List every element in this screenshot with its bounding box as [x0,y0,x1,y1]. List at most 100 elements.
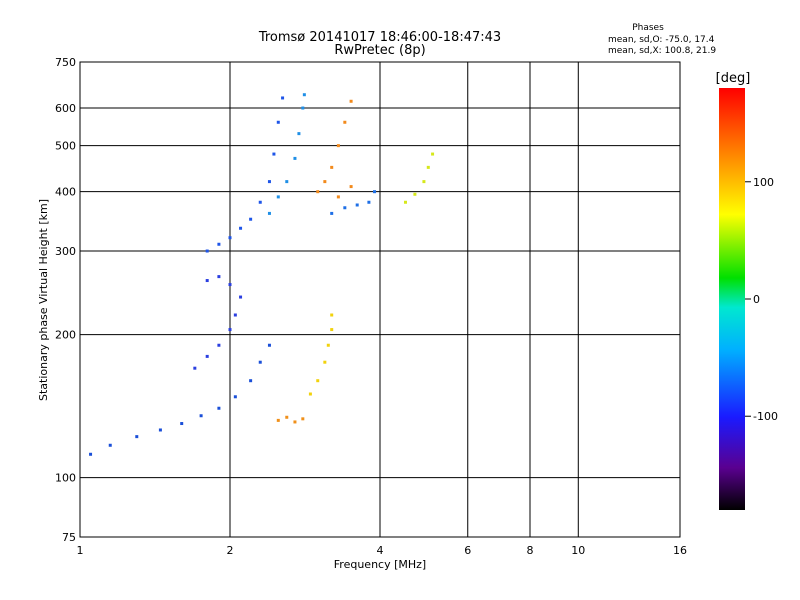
data-point [336,195,340,199]
data-point [205,249,209,253]
x-tick-label: 2 [227,544,234,557]
data-point [158,428,162,432]
chart-title: Tromsø 20141017 18:46:00-18:47:43 [258,30,501,45]
data-point [228,236,232,240]
data-points [89,93,435,456]
data-point [301,417,305,421]
data-point [228,283,232,287]
data-point [217,242,221,246]
colorbar: [deg] 100 0 -100 [716,71,778,510]
y-tick-label: 300 [55,245,76,258]
data-point [413,192,417,196]
y-tick-label: 75 [62,531,76,544]
data-point [267,343,271,347]
data-point [336,144,340,148]
colorbar-unit: [deg] [716,71,751,86]
legend-title: Phases [632,23,664,33]
data-point [267,180,271,184]
data-point [193,366,197,370]
data-point [349,185,353,189]
data-point [217,343,221,347]
data-point [285,180,289,184]
data-point [249,379,253,383]
data-point [205,279,209,283]
data-point [326,343,330,347]
data-point [281,96,285,100]
data-point [239,295,243,299]
colorbar-ticks: 100 0 -100 [745,176,778,423]
data-point [293,156,297,160]
y-tick-label: 100 [55,472,76,485]
chart-subtitle: RwPretec (8p) [334,43,425,58]
data-point [276,418,280,422]
data-point [249,217,253,221]
data-point [367,200,371,204]
data-point [323,180,327,184]
data-point [330,313,334,317]
data-point [323,360,327,364]
data-point [217,406,221,410]
data-point [267,211,271,215]
data-point [293,420,297,424]
data-point [302,93,306,97]
data-point [217,275,221,279]
legend-line-o: mean, sd,O: -75.0, 17.4 [608,35,715,45]
data-point [426,165,430,169]
data-point [301,106,305,110]
data-point [258,360,262,364]
data-point [258,200,262,204]
data-point [431,152,435,156]
data-point [316,190,320,194]
data-point [285,415,289,419]
colorbar-tick-label: 100 [753,176,774,189]
x-tick-label: 4 [377,544,384,557]
y-axis-label: Stationary phase Virtual Height [km] [37,199,50,401]
data-point [272,152,276,156]
data-point [343,120,347,124]
data-point [205,354,209,358]
data-point [228,328,232,332]
x-tick-label: 16 [673,544,687,557]
y-tick-label: 600 [55,102,76,115]
data-point [297,132,301,136]
data-point [403,200,407,204]
x-tick-label: 6 [464,544,471,557]
y-axis-ticks: 75 100 200 300 400 500 600 750 [55,56,76,544]
data-point [316,379,320,383]
data-point [276,195,280,199]
data-point [330,328,334,332]
data-point [355,203,359,207]
data-point [343,206,347,210]
y-tick-label: 400 [55,186,76,199]
colorbar-tick-label: -100 [753,410,778,423]
data-point [199,414,203,418]
data-point [330,165,334,169]
data-point [373,190,377,194]
data-point [349,99,353,103]
legend: Phases mean, sd,O: -75.0, 17.4 mean, sd,… [608,23,716,56]
grid-lines [80,62,680,537]
x-axis-label: Frequency [MHz] [334,558,426,571]
y-tick-label: 750 [55,56,76,69]
data-point [180,422,184,426]
y-tick-label: 200 [55,329,76,342]
data-point [233,395,237,399]
data-point [276,120,280,124]
x-axis-ticks: 1 2 4 6 8 10 16 [77,544,688,557]
data-point [239,226,243,230]
x-tick-label: 10 [571,544,585,557]
x-tick-label: 8 [527,544,534,557]
y-tick-label: 500 [55,140,76,153]
data-point [108,443,112,447]
data-point [308,392,312,396]
colorbar-gradient [719,88,745,510]
x-tick-label: 1 [77,544,84,557]
data-point [422,180,426,184]
data-point [135,435,139,439]
data-point [330,211,334,215]
colorbar-tick-label: 0 [753,293,760,306]
data-point [233,313,237,317]
legend-line-x: mean, sd,X: 100.8, 21.9 [608,46,716,56]
data-point [89,452,93,456]
